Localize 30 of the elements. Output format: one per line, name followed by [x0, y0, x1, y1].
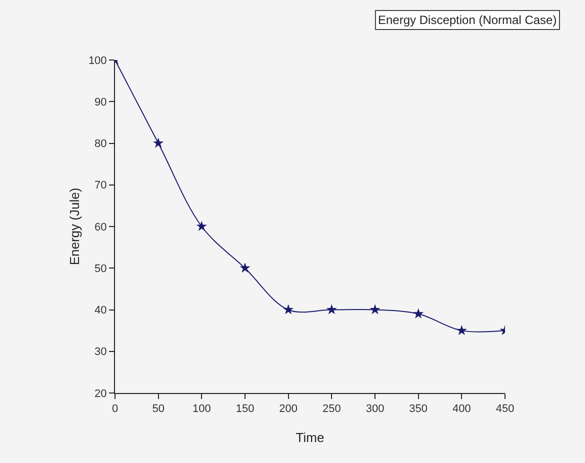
y-tick-label: 40	[94, 304, 107, 317]
point	[370, 304, 380, 314]
y-tick-label: 30	[94, 346, 107, 358]
point	[153, 138, 164, 148]
x-tick-label: 450	[496, 403, 514, 416]
x-axis-title: Time	[296, 430, 324, 445]
y-tick-label: 90	[94, 96, 107, 108]
x-tick-label: 150	[236, 403, 254, 416]
x-tick-label: 50	[152, 403, 164, 416]
y-tick-label: 100	[88, 54, 107, 67]
x-tick-label: 400	[452, 403, 471, 416]
x-tick-label: 350	[409, 403, 428, 416]
x-tick-label: 300	[366, 403, 384, 416]
point	[196, 220, 207, 232]
x-tick-label: 0	[112, 403, 118, 416]
y-axis-title: Energy (Jule)	[67, 188, 82, 266]
point	[413, 308, 424, 318]
y-tick-label: 50	[94, 262, 107, 275]
point	[326, 304, 337, 314]
y-tick-label: 70	[94, 180, 107, 192]
point	[456, 324, 467, 336]
point	[240, 262, 250, 273]
y-tick-label: 20	[94, 388, 107, 400]
y-tick-label: 60	[94, 221, 107, 234]
chart-title: Energy Disception (Normal Case)	[378, 13, 557, 27]
x-tick-label: 200	[279, 403, 298, 416]
x-tick-label: 250	[322, 403, 341, 416]
y-tick-label: 80	[94, 138, 107, 150]
x-tick-label: 100	[192, 403, 211, 416]
point	[283, 304, 294, 314]
